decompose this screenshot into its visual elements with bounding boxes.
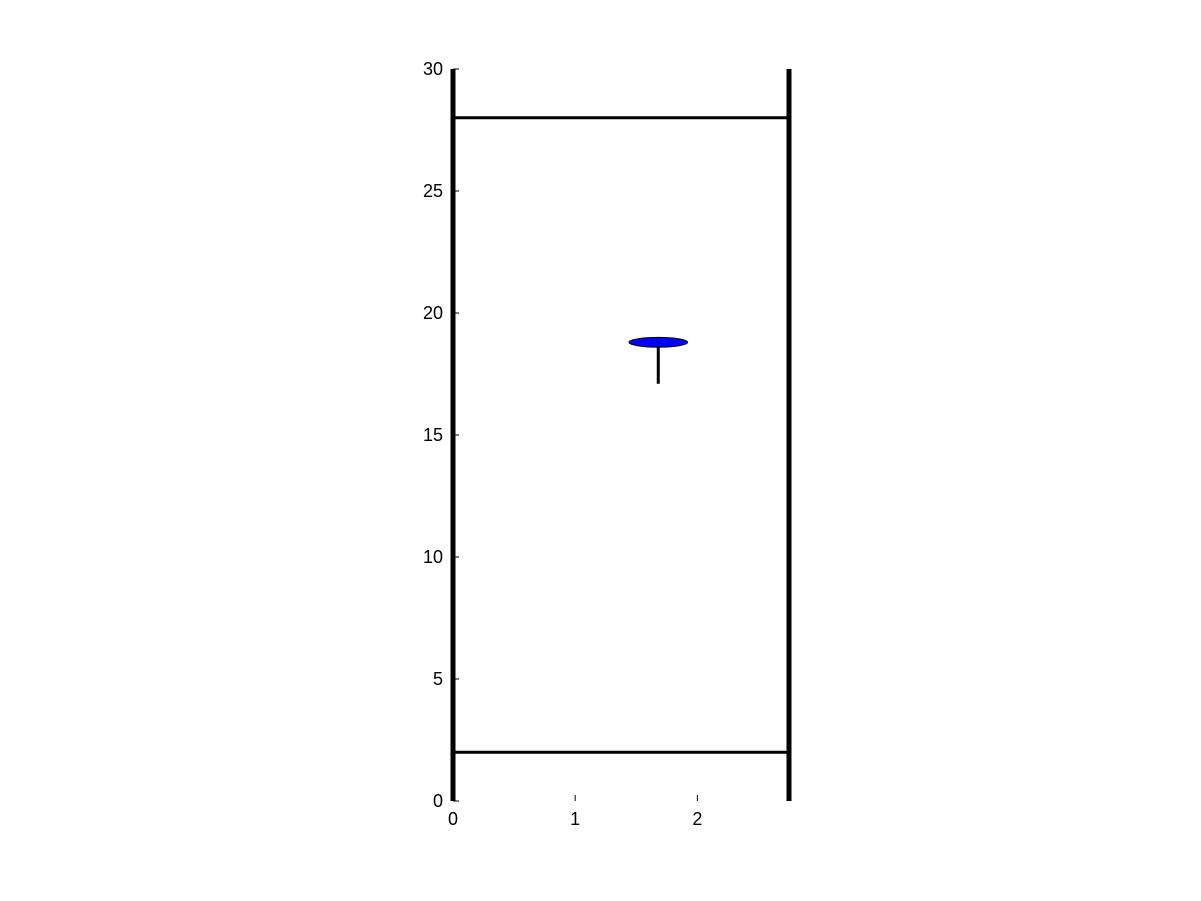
y-tick-label: 0 xyxy=(433,791,443,811)
y-tick-label: 30 xyxy=(423,59,443,79)
y-tick-label: 15 xyxy=(423,425,443,445)
y-tick-label: 20 xyxy=(423,303,443,323)
x-tick-label: 0 xyxy=(448,809,458,829)
x-tick-label: 1 xyxy=(570,809,580,829)
y-tick-label: 5 xyxy=(433,669,443,689)
y-tick-label: 10 xyxy=(423,547,443,567)
y-tick-label: 25 xyxy=(423,181,443,201)
x-tick-label: 2 xyxy=(692,809,702,829)
